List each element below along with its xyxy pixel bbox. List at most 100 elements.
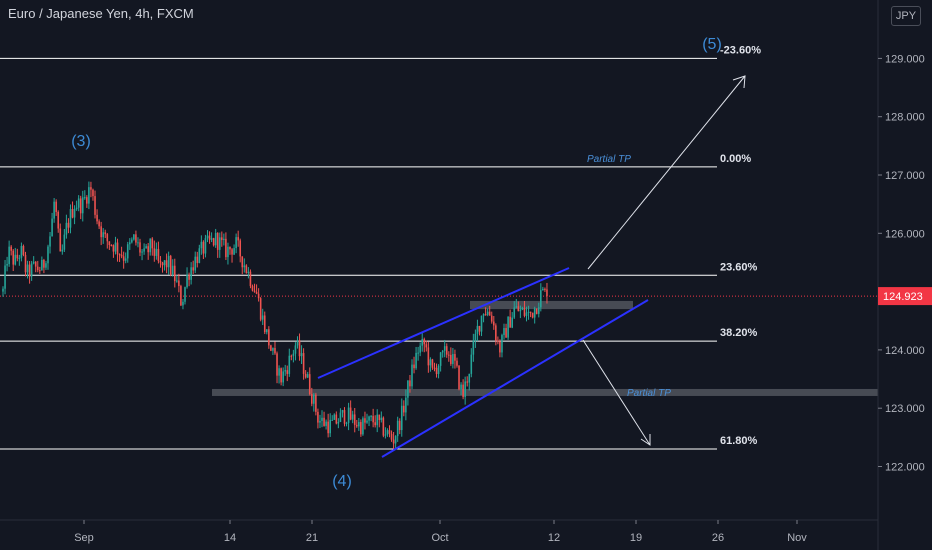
candle-body — [499, 341, 501, 353]
candle-body — [257, 293, 260, 299]
candle-body — [30, 263, 33, 277]
candle-body — [378, 414, 381, 421]
candle-body — [159, 260, 162, 263]
candle-body — [308, 374, 311, 395]
candle-body — [261, 315, 264, 320]
arrow-up-line — [587, 75, 746, 270]
candle-body — [362, 418, 364, 435]
candle-body — [372, 416, 374, 423]
candle-body — [392, 439, 395, 444]
time-tick-label: Sep — [74, 532, 94, 544]
candle-body — [486, 311, 489, 315]
candle-body — [474, 333, 477, 341]
candle-body — [349, 407, 352, 420]
candle-body — [14, 254, 17, 265]
candle-body — [223, 238, 225, 240]
candle-body — [507, 316, 509, 338]
price-tick-label: 123.000 — [885, 403, 925, 415]
candle-body — [355, 424, 358, 427]
candle-body — [386, 430, 389, 435]
candle-body — [26, 264, 29, 273]
candle-body — [533, 308, 536, 318]
candle-body — [206, 235, 209, 239]
candle-body — [266, 329, 268, 333]
candle-body — [468, 373, 471, 383]
candle-body — [198, 248, 201, 263]
candle-body — [439, 352, 442, 366]
candle-body — [482, 314, 485, 316]
candle-body — [32, 261, 35, 264]
candle-body — [370, 416, 372, 418]
partial-tp-label: Partial TP — [627, 388, 671, 399]
candle-body — [448, 354, 450, 356]
candle-body — [409, 380, 411, 387]
candle-body — [200, 241, 203, 249]
candle-body — [501, 335, 503, 353]
candle-body — [212, 238, 215, 246]
candle-body — [112, 245, 115, 252]
candle-body — [445, 346, 448, 355]
arrow-down-head — [640, 434, 651, 446]
candle-body — [321, 417, 323, 421]
candle-body — [263, 315, 266, 333]
candle-body — [196, 256, 199, 263]
candle-body — [255, 291, 258, 294]
channel-lower-line — [381, 299, 649, 458]
candle-body — [513, 307, 516, 318]
candle-body — [431, 359, 434, 368]
candle-body — [509, 316, 511, 328]
channel-upper-line — [317, 267, 570, 379]
candle-body — [368, 416, 370, 421]
candle-body — [167, 255, 170, 268]
candle-body — [542, 288, 544, 291]
time-tick-label: 19 — [630, 532, 642, 544]
currency-button[interactable]: JPY — [891, 6, 921, 26]
candle-body — [2, 288, 4, 292]
candle-body — [141, 251, 143, 253]
candle-body — [462, 384, 464, 397]
candle-body — [147, 246, 149, 253]
candle-body — [284, 370, 287, 372]
candle-body — [302, 353, 305, 374]
candle-body — [411, 364, 413, 387]
candle-body — [503, 328, 505, 336]
time-tick-label: 26 — [712, 532, 724, 544]
candle-body — [100, 226, 102, 238]
candle-body — [472, 340, 475, 355]
candle-body — [325, 421, 327, 426]
candle-body — [131, 239, 133, 243]
candle-body — [339, 412, 342, 423]
candle-body — [106, 234, 109, 242]
candle-body — [12, 250, 15, 265]
candle-body — [268, 329, 270, 346]
candle-body — [415, 352, 417, 369]
candle-body — [126, 244, 129, 259]
candle-body — [81, 197, 84, 214]
candle-body — [77, 198, 80, 208]
candle-body — [245, 265, 248, 274]
candle-body — [135, 234, 137, 243]
time-tick-label: 21 — [306, 532, 318, 544]
candle-body — [102, 232, 105, 238]
candle-body — [108, 241, 111, 246]
candle-body — [65, 222, 68, 235]
candle-body — [122, 256, 125, 261]
price-tick-label: 129.000 — [885, 53, 925, 65]
candle-body — [505, 328, 507, 338]
candle-body — [79, 198, 82, 214]
candle-body — [400, 405, 403, 431]
candle-body — [351, 414, 354, 420]
candle-body — [337, 422, 340, 424]
candle-body — [519, 309, 522, 312]
candle-body — [88, 187, 90, 204]
candle-body — [6, 264, 8, 266]
candle-body — [233, 248, 235, 255]
candle-body — [306, 374, 309, 378]
candle-body — [110, 245, 113, 247]
candle-body — [286, 370, 289, 374]
candle-body — [133, 234, 135, 240]
candle-body — [51, 218, 53, 237]
